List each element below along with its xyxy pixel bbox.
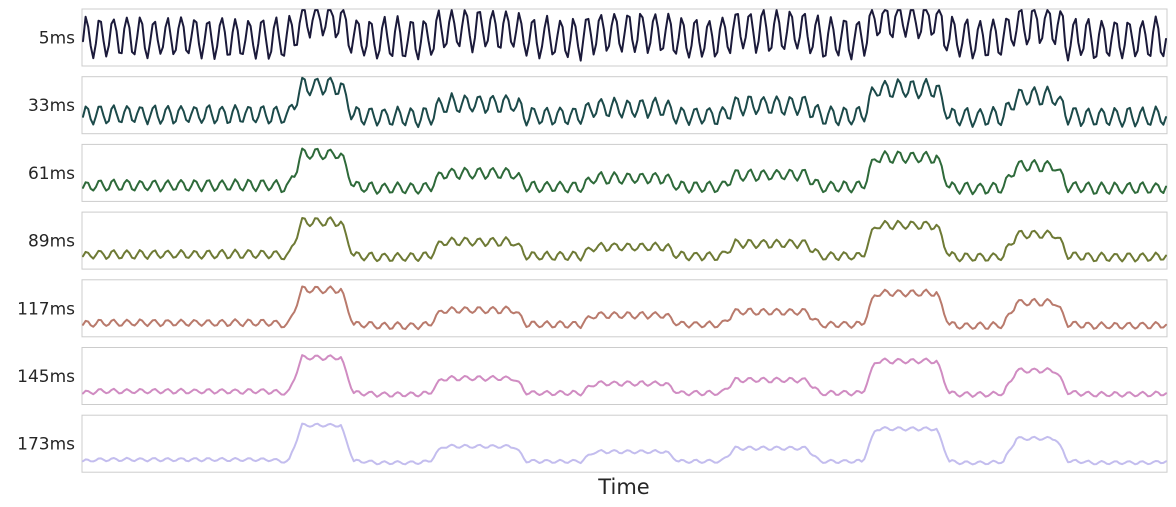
row-label: 145ms: [17, 367, 75, 387]
panel-frame: [81, 143, 1168, 202]
panel-frame: [81, 414, 1168, 473]
series-line: [82, 216, 1167, 263]
series-line: [82, 76, 1167, 129]
row-label: 5ms: [39, 29, 75, 49]
row-label: 61ms: [28, 164, 75, 184]
row-label: 89ms: [28, 232, 75, 252]
row-label: 33ms: [28, 96, 75, 116]
series-line: [82, 422, 1167, 466]
panels-group: 5ms 33ms 61ms 89ms 117ms 145ms 173ms: [17, 8, 1168, 473]
row-label: 173ms: [17, 435, 75, 455]
x-axis-label: Time: [597, 475, 649, 499]
series-line: [82, 147, 1167, 196]
series-line: [82, 9, 1167, 62]
row-label: 117ms: [17, 299, 75, 319]
series-line: [82, 354, 1167, 398]
panel-frame: [81, 76, 1168, 135]
series-line: [82, 285, 1167, 331]
panel-frame: [81, 211, 1168, 270]
panel-frame: [81, 279, 1168, 338]
panel-frame: [81, 347, 1168, 405]
